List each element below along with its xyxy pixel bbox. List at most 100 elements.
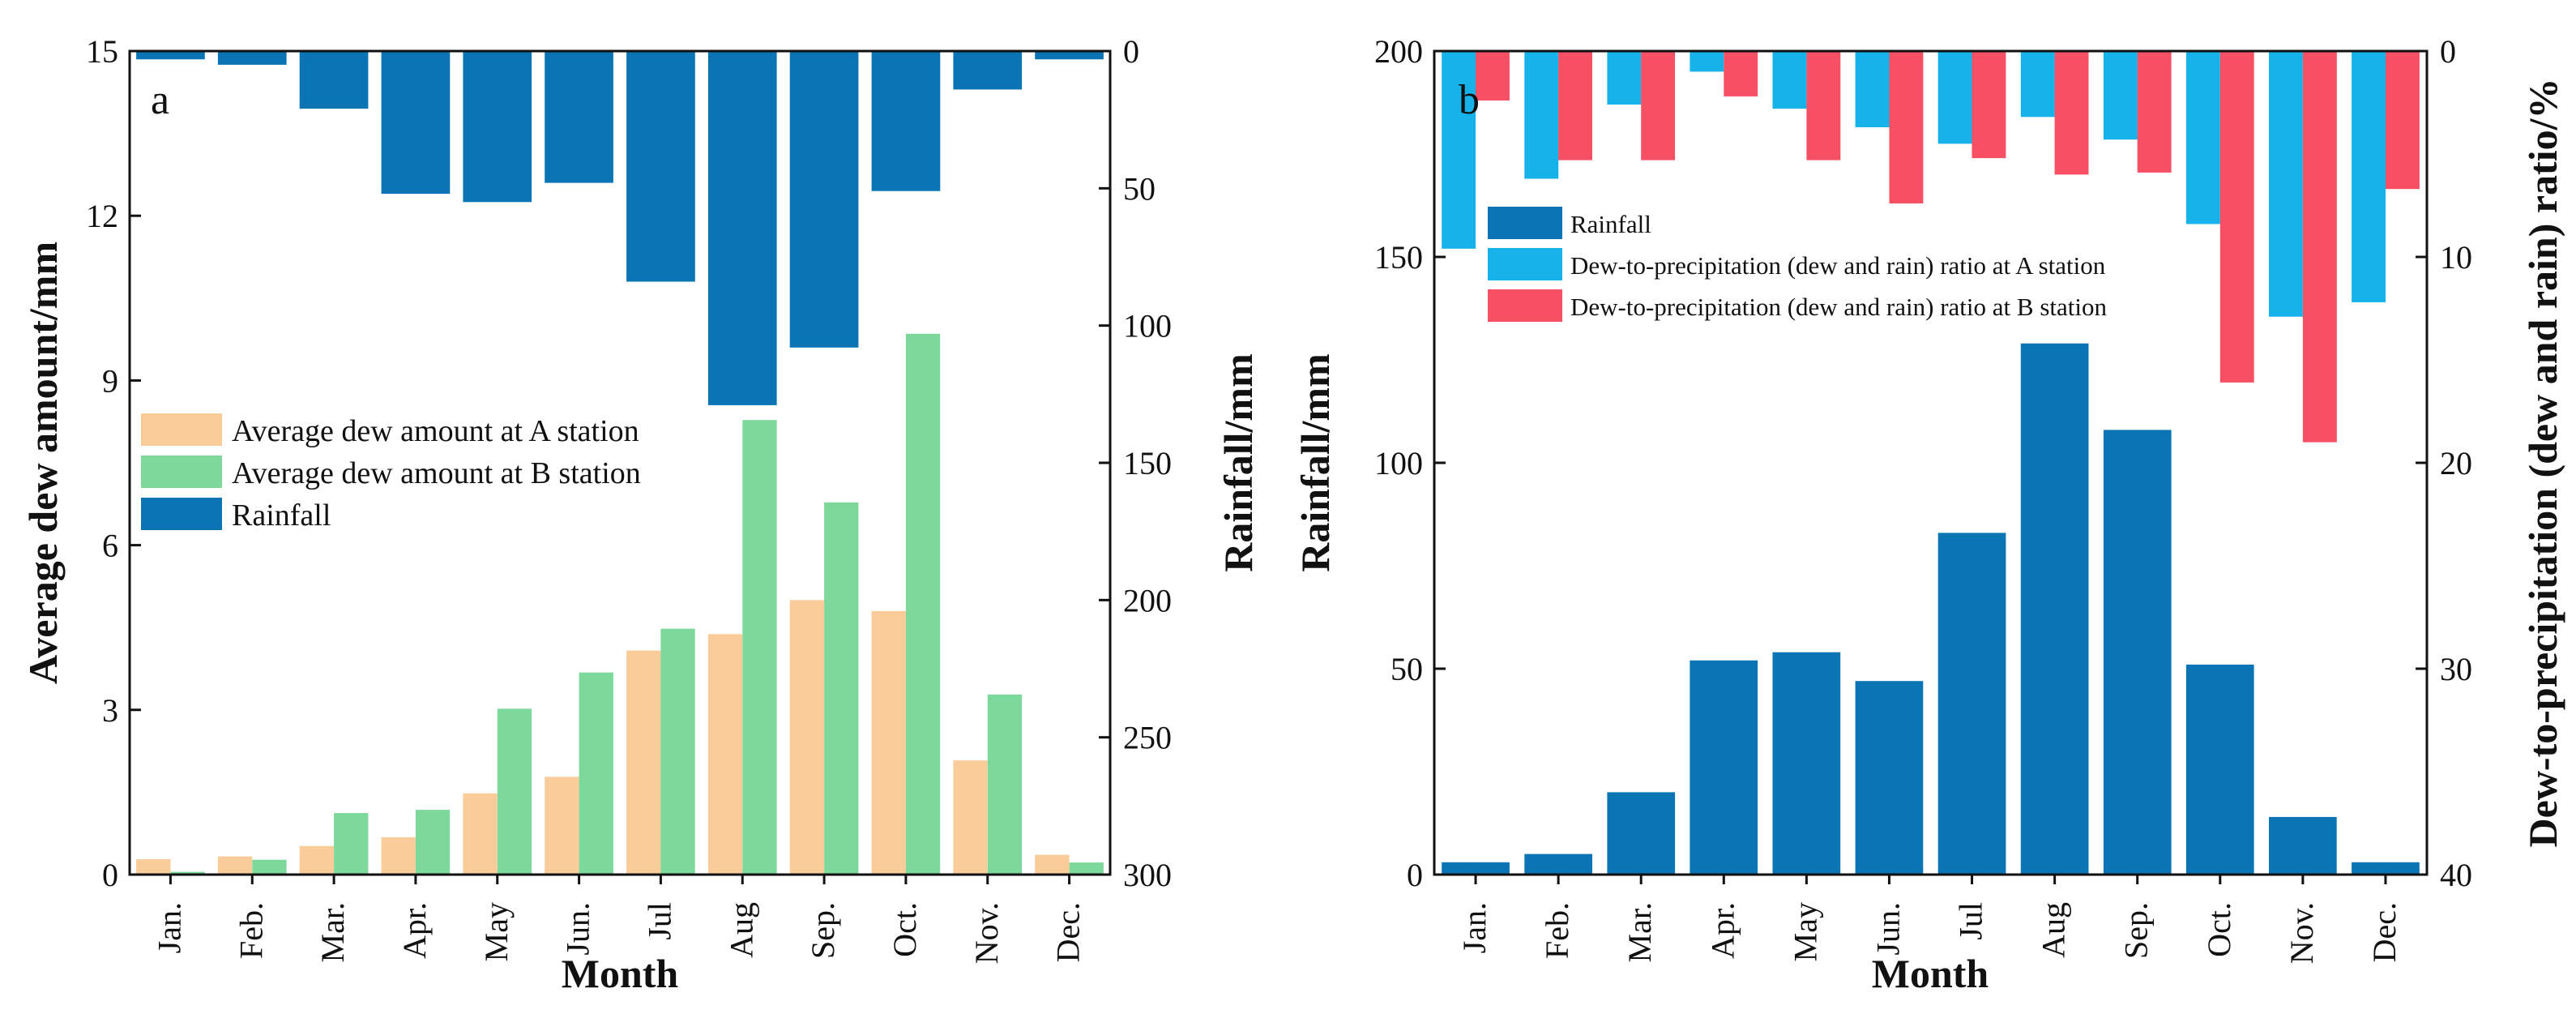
panel-a-x-axis-title: Month [562, 951, 679, 996]
panel-a-y2-axis-title: Rainfall/mm [1215, 353, 1261, 571]
a-bar-rainfall-2 [217, 51, 287, 65]
panel-b-right-ticks: 0 10 20 30 40 [2416, 33, 2472, 893]
legend-a-label-rainfall: Rainfall [232, 498, 331, 533]
panel-b-y2-axis-title: Dew-to-precipitation (dew and rain) rati… [2520, 79, 2565, 848]
b-bar-ratio-a-12 [2352, 51, 2386, 302]
a-x-tick-label: Sep. [805, 902, 841, 959]
a-right-tick-label: 50 [1123, 170, 1156, 207]
a-x-tick-label: Jul [641, 902, 677, 940]
a-bar-dew-b-5 [497, 708, 532, 875]
b-x-tick-label: Aug [2036, 902, 2072, 958]
a-bar-dew-a-5 [463, 793, 498, 875]
panel-b-legend: Rainfall Dew-to-precipitation (dew and r… [1488, 207, 2107, 322]
b-x-tick-label: Sep. [2118, 902, 2155, 959]
b-bar-ratio-a-6 [1855, 51, 1890, 127]
b-bar-ratio-b-1 [1476, 51, 1510, 101]
a-bar-dew-a-6 [545, 777, 579, 875]
b-right-tick-label: 20 [2440, 445, 2472, 481]
b-bar-ratio-a-11 [2269, 51, 2303, 317]
a-bar-dew-a-8 [707, 634, 743, 875]
a-bar-dew-a-10 [871, 610, 906, 875]
a-x-tick-label: Oct. [886, 902, 923, 957]
b-bar-ratio-b-12 [2386, 51, 2420, 190]
b-bar-ratio-a-1 [1442, 51, 1476, 249]
b-bar-ratio-a-2 [1524, 51, 1559, 179]
b-bar-rainfall-8 [2020, 343, 2089, 875]
a-x-tick-label: Jan. [151, 902, 187, 953]
a-bar-rainfall-1 [136, 51, 205, 60]
a-bar-rainfall-6 [545, 51, 613, 183]
b-x-tick-label: Dec. [2366, 902, 2403, 962]
a-right-tick-label: 100 [1123, 308, 1172, 344]
a-right-tick-label: 250 [1123, 720, 1172, 756]
panel-b-bars [1442, 51, 2420, 875]
b-x-tick-label: Feb. [1539, 902, 1575, 959]
a-bar-rainfall-9 [789, 51, 859, 348]
a-bar-dew-a-11 [953, 760, 988, 875]
a-left-tick-label: 9 [102, 362, 118, 399]
a-x-tick-label: Jun. [560, 902, 596, 956]
panel-b-y-axis-title: Rainfall/mm [1292, 353, 1338, 571]
panel-a-right-ticks: 0 50 100 150 200 250 300 [1099, 33, 1172, 893]
a-bar-dew-a-12 [1035, 854, 1070, 875]
b-bar-ratio-b-2 [1558, 51, 1592, 160]
panel-b-left-ticks: 0 50 100 150 200 [1374, 33, 1446, 893]
a-bar-rainfall-5 [463, 51, 532, 203]
b-bar-ratio-a-7 [1937, 51, 1972, 144]
a-right-tick-label: 300 [1123, 857, 1172, 893]
panel-b-x-axis-title: Month [1872, 951, 1989, 996]
legend-a-swatch-dew-a [141, 413, 222, 446]
a-x-tick-label: Feb. [233, 902, 269, 959]
b-left-tick-label: 200 [1374, 33, 1423, 70]
b-bar-rainfall-2 [1524, 854, 1592, 875]
panel-a-left-ticks: 0 3 6 9 12 15 [86, 33, 141, 893]
b-bar-rainfall-11 [2269, 816, 2337, 875]
a-bar-dew-a-1 [136, 859, 171, 875]
a-left-tick-label: 12 [86, 198, 118, 234]
a-left-tick-label: 0 [102, 857, 118, 893]
a-bar-rainfall-8 [707, 51, 777, 405]
a-bar-rainfall-7 [626, 51, 695, 282]
a-right-tick-label: 0 [1123, 33, 1139, 70]
b-bar-rainfall-12 [2352, 862, 2420, 875]
b-bar-rainfall-4 [1690, 660, 1758, 875]
a-x-tick-label: Mar. [314, 902, 351, 962]
a-bar-dew-a-9 [789, 600, 824, 875]
panel-a-y-axis-title: Average dew amount/mm [20, 242, 66, 684]
legend-b-label-rainfall: Rainfall [1570, 210, 1651, 238]
b-right-tick-label: 0 [2440, 33, 2456, 70]
b-x-tick-label: Nov. [2283, 902, 2320, 964]
b-bar-ratio-b-9 [2137, 51, 2172, 173]
b-bar-ratio-b-11 [2302, 51, 2337, 443]
b-bar-rainfall-9 [2103, 430, 2172, 875]
b-left-tick-label: 50 [1391, 651, 1423, 687]
b-x-tick-label: May [1787, 902, 1823, 961]
legend-b-swatch-ratio-b [1488, 289, 1562, 322]
b-x-tick-label: Jul [1953, 902, 1989, 940]
b-bar-rainfall-10 [2185, 664, 2254, 875]
a-bar-rainfall-12 [1035, 51, 1104, 60]
b-bar-rainfall-7 [1937, 533, 2006, 875]
b-bar-rainfall-6 [1855, 681, 1924, 875]
a-left-tick-label: 6 [102, 528, 118, 564]
a-bar-dew-b-8 [742, 420, 777, 875]
b-bar-ratio-b-4 [1724, 51, 1758, 96]
a-bar-dew-a-3 [299, 845, 334, 875]
legend-b-label-ratio-a: Dew-to-precipitation (dew and rain) rati… [1570, 251, 2106, 280]
a-bar-rainfall-11 [953, 51, 1023, 90]
panel-b-letter: b [1459, 77, 1480, 123]
b-bar-ratio-a-9 [2103, 51, 2138, 140]
a-bar-dew-b-3 [334, 813, 369, 875]
legend-b-label-ratio-b: Dew-to-precipitation (dew and rain) rati… [1570, 293, 2107, 321]
a-bar-dew-b-1 [170, 871, 205, 875]
panel-a-x-ticks: Jan. Feb. Mar. Apr. May Jun. Jul Aug Sep. Oct. Nov… [151, 875, 1087, 964]
b-right-tick-label: 30 [2440, 651, 2472, 687]
b-bar-rainfall-5 [1772, 652, 1841, 875]
panel-a-legend: Average dew amount at A station Average … [141, 413, 641, 533]
a-right-tick-label: 200 [1123, 582, 1172, 618]
a-bar-dew-b-12 [1069, 862, 1104, 875]
b-bar-ratio-b-8 [2054, 51, 2089, 175]
a-bar-dew-b-7 [660, 628, 695, 875]
legend-a-swatch-rainfall [141, 498, 222, 530]
